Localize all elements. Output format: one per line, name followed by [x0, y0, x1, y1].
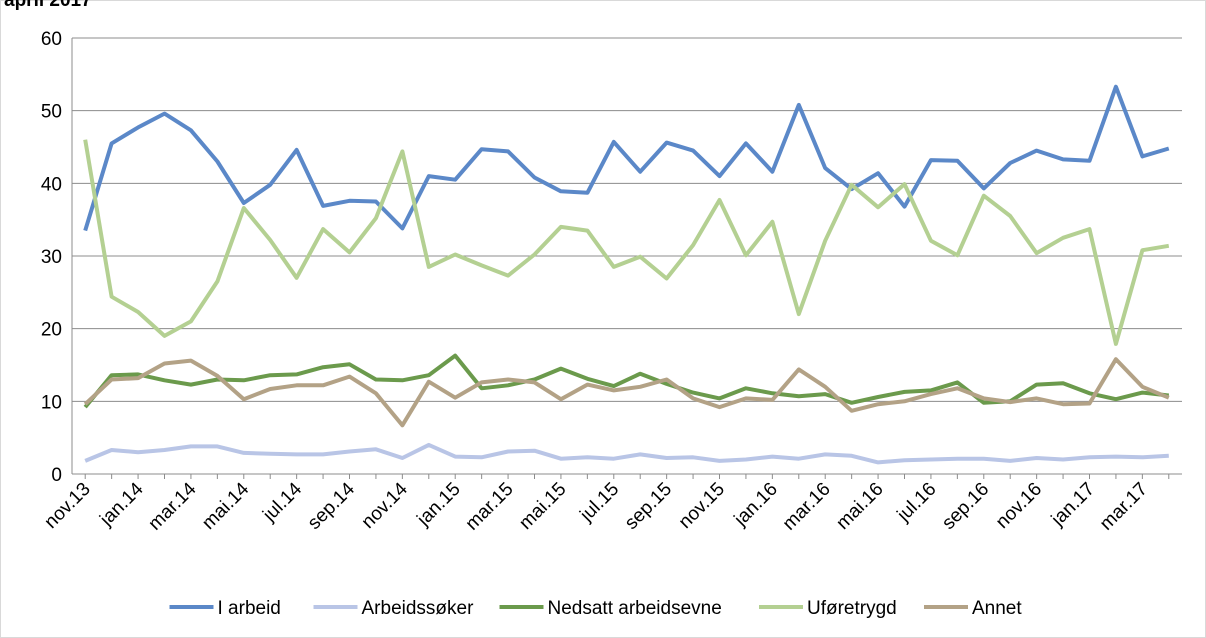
- legend-label: I arbeid: [218, 598, 281, 619]
- line-series: [83, 84, 1170, 232]
- line-series: [83, 357, 1170, 428]
- y-tick-label: 20: [41, 320, 62, 341]
- line-series: [84, 442, 1169, 465]
- y-tick-label: 60: [41, 29, 62, 50]
- legend-label: Uføretrygd: [807, 598, 897, 619]
- y-tick-label: 10: [41, 392, 62, 413]
- y-tick-label: 30: [41, 247, 62, 268]
- chart-title: april 2017: [4, 0, 92, 11]
- y-tick-label: 40: [41, 174, 62, 195]
- y-tick-label: 0: [51, 465, 62, 486]
- y-tick-label: 50: [41, 102, 62, 123]
- legend-label: Annet: [972, 598, 1022, 619]
- line-series: [83, 353, 1170, 409]
- legend-label: Arbeidssøker: [362, 598, 475, 619]
- line-series: [83, 139, 1170, 346]
- legend-label: Nedsatt arbeidsevne: [548, 598, 722, 619]
